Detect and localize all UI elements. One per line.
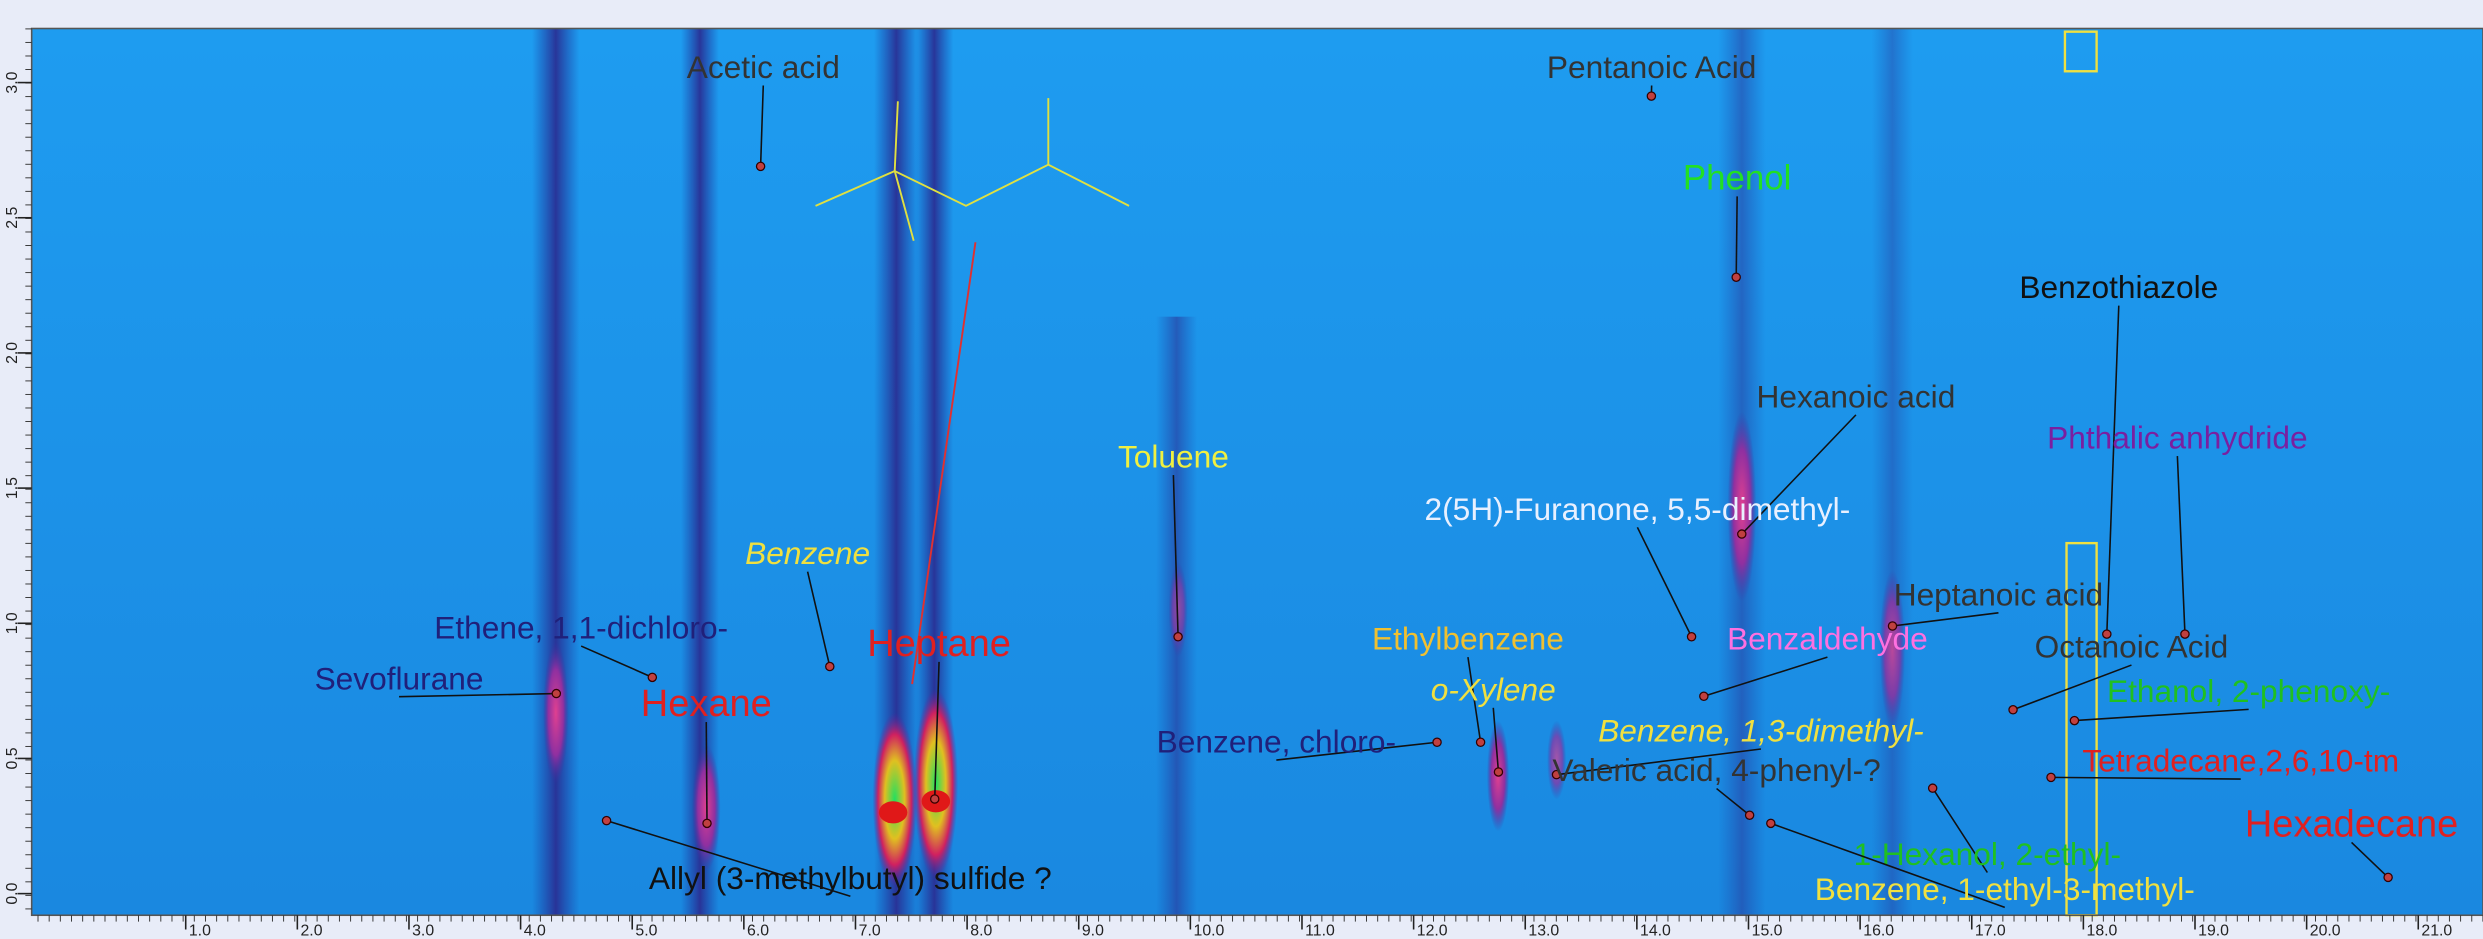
peak xyxy=(2009,706,2017,714)
x-tick-label: 17.0 xyxy=(1975,922,2006,939)
peak-label: Hexadecane xyxy=(2245,804,2458,846)
y-tick-label: 3.0 xyxy=(4,71,21,93)
peak-label: Phthalic anhydride xyxy=(2047,420,2307,456)
peak-label: 1-Hexanol, 2-ethyl- xyxy=(1854,836,2121,872)
peak-label: Hexane xyxy=(641,683,772,725)
peak-label: Allyl (3-methylbutyl) sulfide ? xyxy=(649,860,1052,896)
leader xyxy=(1736,196,1737,277)
peak xyxy=(1738,530,1746,538)
peak xyxy=(1732,273,1740,281)
peak xyxy=(756,162,764,170)
peak-label: Acetic acid xyxy=(687,49,840,85)
peak-label: Benzene, chloro- xyxy=(1157,724,1396,760)
peak-label: Tetradecane,2,6,10-tm xyxy=(2082,743,2399,779)
x-tick-label: 4.0 xyxy=(524,922,546,939)
peak xyxy=(1494,768,1502,776)
y-tick-label: 1.0 xyxy=(4,612,21,634)
y-tick-label: 2.0 xyxy=(4,342,21,364)
peak xyxy=(552,689,560,697)
x-tick-label: 1.0 xyxy=(189,922,211,939)
peak-label: Octanoic Acid xyxy=(2035,629,2229,665)
x-tick-label: 2.0 xyxy=(301,922,323,939)
peak-label: o-Xylene xyxy=(1431,671,1556,707)
peak xyxy=(826,662,834,670)
peak xyxy=(2070,716,2078,724)
y-tick-label: 1.5 xyxy=(4,477,21,499)
peak xyxy=(1174,633,1182,641)
y-tick-label: 0.0 xyxy=(4,882,21,904)
peak-label: Ethanol, 2-phenoxy- xyxy=(2107,673,2390,709)
peak xyxy=(1433,738,1441,746)
x-tick-label: 21.0 xyxy=(2421,922,2452,939)
x-tick-label: 19.0 xyxy=(2198,922,2229,939)
peak xyxy=(1929,784,1937,792)
peak-label: Benzene, 1,3-dimethyl- xyxy=(1598,713,1924,749)
x-tick-label: 18.0 xyxy=(2087,922,2118,939)
plot-background xyxy=(32,29,2483,916)
x-tick-label: 14.0 xyxy=(1640,922,1671,939)
peak xyxy=(602,817,610,825)
peak xyxy=(1700,692,1708,700)
x-tick-label: 16.0 xyxy=(1863,922,1894,939)
x-tick-label: 10.0 xyxy=(1194,922,1225,939)
peak xyxy=(703,819,711,827)
peak-label: Benzaldehyde xyxy=(1727,621,1928,657)
peak xyxy=(1767,819,1775,827)
x-tick-label: 20.0 xyxy=(2310,922,2341,939)
x-tick-label: 15.0 xyxy=(1752,922,1783,939)
peak-label: Benzene, 1-ethyl-3-methyl- xyxy=(1815,871,2195,907)
peak-label: Sevoflurane xyxy=(315,660,484,696)
y-tick-label: 0.5 xyxy=(4,747,21,769)
peak-label: Phenol xyxy=(1683,159,1791,198)
leader xyxy=(706,722,707,823)
x-tick-label: 8.0 xyxy=(970,922,992,939)
peak xyxy=(931,795,939,803)
page: 1.0 2.0 3.0 4.0 5.0 6.0 7.0 8.0 9.0 10.0 11.0 12.0 1… xyxy=(0,0,2483,939)
peak-label: Valeric acid, 4-phenyl-? xyxy=(1552,752,1880,788)
peak-label: Benzene xyxy=(745,535,870,571)
peak-label: Hexanoic acid xyxy=(1756,378,1955,414)
peak-label: Heptane xyxy=(867,623,1011,665)
peak xyxy=(1647,92,1655,100)
x-tick-label: 9.0 xyxy=(1082,922,1104,939)
y-tick-label: 2.5 xyxy=(4,207,21,229)
x-tick-label: 7.0 xyxy=(859,922,881,939)
x-tick-label: 6.0 xyxy=(747,922,769,939)
peak-label: Benzothiazole xyxy=(2019,269,2218,305)
peak xyxy=(1476,738,1484,746)
peak-label: 2(5H)-Furanone, 5,5-dimethyl- xyxy=(1424,491,1850,527)
peak xyxy=(1745,811,1753,819)
peak xyxy=(2047,773,2055,781)
peak xyxy=(2384,873,2392,881)
peak-label: Ethene, 1,1-dichloro- xyxy=(434,610,728,646)
x-tick-label: 12.0 xyxy=(1417,922,1448,939)
peak-label: Ethylbenzene xyxy=(1372,621,1564,657)
x-tick-label: 5.0 xyxy=(635,922,657,939)
x-tick-label: 11.0 xyxy=(1305,922,1335,939)
x-tick-label: 13.0 xyxy=(1528,922,1559,939)
peak-label: Toluene xyxy=(1118,439,1229,475)
x-tick-label: 3.0 xyxy=(412,922,434,939)
peak xyxy=(648,673,656,681)
peak-label: Pentanoic Acid xyxy=(1547,49,1756,85)
chart: 1.0 2.0 3.0 4.0 5.0 6.0 7.0 8.0 9.0 10.0 11.0 12.0 1… xyxy=(0,0,2483,939)
peak-label: Heptanoic acid xyxy=(1894,576,2103,612)
peak xyxy=(1687,633,1695,641)
